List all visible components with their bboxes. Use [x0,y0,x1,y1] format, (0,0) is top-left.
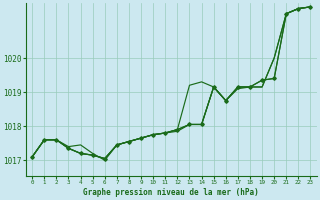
X-axis label: Graphe pression niveau de la mer (hPa): Graphe pression niveau de la mer (hPa) [84,188,259,197]
